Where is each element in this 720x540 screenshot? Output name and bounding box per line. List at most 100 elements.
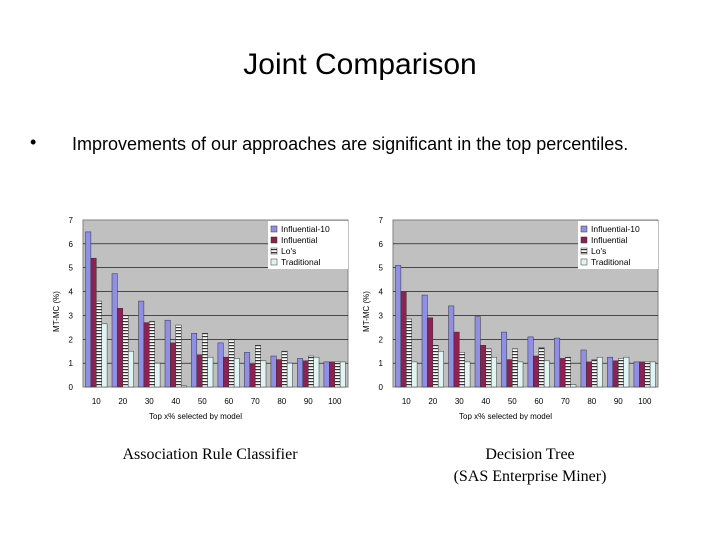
bar — [170, 342, 177, 388]
x-tick-label: 100 — [328, 397, 342, 406]
bar — [249, 364, 256, 388]
x-tick-label: 20 — [428, 397, 437, 406]
bar — [276, 359, 282, 388]
x-tick-label: 30 — [145, 397, 154, 406]
legend-swatch — [270, 258, 278, 266]
bar — [639, 361, 645, 388]
x-tick-label: 40 — [481, 397, 490, 406]
legend-box — [268, 221, 348, 269]
y-axis-label: MT-MC (%) — [52, 291, 61, 332]
legend-entry: Lo's — [281, 246, 296, 256]
bar — [490, 356, 497, 388]
legend-entry: Influential-10 — [281, 224, 330, 234]
bar — [143, 322, 150, 388]
y-tick-label: 7 — [69, 216, 74, 225]
bar — [202, 333, 208, 388]
legend-entry: Traditional — [591, 257, 630, 267]
bar — [101, 323, 108, 388]
bar — [260, 360, 267, 388]
bar — [270, 355, 277, 388]
x-tick-label: 90 — [304, 397, 313, 406]
bar — [448, 305, 455, 388]
bar — [207, 356, 214, 388]
bullet-symbol: • — [30, 132, 37, 152]
y-tick-label: 6 — [69, 240, 74, 249]
bar — [580, 349, 587, 388]
bar — [117, 308, 124, 388]
bar — [400, 291, 407, 388]
y-tick-label: 0 — [379, 383, 384, 392]
y-tick-label: 6 — [379, 240, 384, 249]
bar — [196, 354, 203, 388]
bar — [286, 362, 293, 388]
bar — [501, 331, 508, 388]
x-tick-label: 70 — [561, 397, 570, 406]
bar — [596, 356, 603, 388]
x-tick-label: 80 — [587, 397, 596, 406]
bar — [453, 331, 460, 388]
bar — [427, 317, 434, 388]
bar — [538, 347, 545, 388]
caption-right-line2: (SAS Enterprise Miner) — [453, 468, 607, 485]
legend-swatch — [580, 258, 588, 266]
x-tick-label: 90 — [614, 397, 623, 406]
x-tick-label: 40 — [171, 397, 180, 406]
y-tick-label: 4 — [379, 288, 384, 297]
caption-right-line1: Decision Tree — [485, 446, 575, 463]
legend-swatch — [580, 225, 588, 233]
x-tick-label: 50 — [508, 397, 517, 406]
y-tick-label: 1 — [379, 359, 384, 368]
bar — [533, 355, 539, 388]
slide-title: Joint Comparison — [243, 48, 477, 81]
bar — [244, 352, 251, 388]
x-axis-label: Top x% selected by model — [149, 412, 242, 420]
bar — [437, 350, 444, 388]
bullet-text: Improvements of our approaches are signi… — [72, 134, 629, 154]
x-tick-label: 60 — [534, 397, 543, 406]
bar — [623, 356, 630, 388]
bar — [395, 265, 402, 388]
bar — [308, 355, 314, 388]
bar — [411, 361, 418, 388]
y-tick-label: 5 — [379, 264, 384, 273]
left-chart: 0 1 2 3 4 5 6 7 10 20 30 40 50 60 70 80 90 100 Top x% sele… — [52, 216, 349, 420]
legend-swatch — [270, 236, 278, 244]
bar — [217, 342, 224, 388]
bar — [517, 361, 524, 388]
bar — [432, 345, 439, 388]
legend-swatch — [270, 225, 278, 233]
x-tick-label: 30 — [455, 397, 464, 406]
bar — [323, 361, 330, 388]
bar — [565, 356, 571, 388]
x-tick-label: 70 — [251, 397, 260, 406]
bar — [138, 300, 145, 388]
bar — [302, 360, 309, 388]
bar — [464, 361, 471, 388]
bar — [612, 360, 619, 388]
legend-entry: Influential — [591, 235, 627, 245]
bar — [154, 362, 161, 388]
bar — [90, 257, 97, 388]
bar — [329, 361, 335, 388]
y-tick-label: 2 — [69, 335, 74, 344]
bar — [164, 319, 171, 388]
y-tick-label: 1 — [69, 359, 74, 368]
bar — [618, 358, 624, 388]
y-tick-label: 5 — [69, 264, 74, 273]
x-tick-label: 80 — [277, 397, 286, 406]
bar — [281, 350, 288, 388]
bar — [506, 359, 513, 388]
x-axis-label: Top x% selected by model — [459, 412, 552, 420]
y-tick-label: 0 — [69, 383, 74, 392]
bar — [559, 358, 566, 388]
bar — [334, 361, 341, 388]
y-axis-label: MT-MC (%) — [362, 291, 371, 332]
bar — [586, 361, 592, 388]
bar — [527, 336, 534, 388]
bar — [421, 294, 428, 388]
bar — [191, 333, 198, 388]
bar — [512, 348, 518, 388]
bar — [406, 318, 412, 388]
x-tick-label: 100 — [638, 397, 652, 406]
bar — [339, 361, 346, 388]
